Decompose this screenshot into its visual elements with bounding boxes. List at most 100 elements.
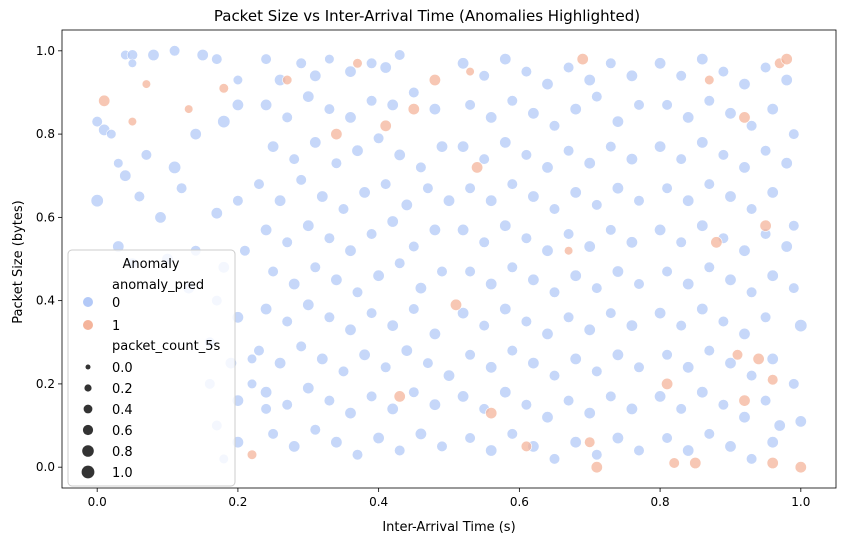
data-point-0-43 (309, 69, 322, 82)
data-point-0-148 (611, 115, 624, 128)
data-point-0-61 (330, 157, 343, 169)
x-tick-label-4: 0.8 (651, 495, 670, 509)
data-point-0-228 (780, 74, 793, 87)
legend-size-label-2: 0.4 (112, 403, 133, 418)
data-point-0-109 (358, 348, 371, 361)
data-point-0-140 (625, 69, 638, 82)
data-point-0-182 (569, 269, 582, 282)
legend-size-marker-2 (83, 404, 93, 414)
data-point-1-0 (98, 94, 111, 107)
y-tick-label-3: 0.6 (36, 210, 55, 224)
legend-size-label-5: 1.0 (112, 466, 133, 481)
data-point-0-29 (239, 245, 251, 257)
data-point-0-57 (428, 103, 441, 116)
axes: 0.0 0.2 0.4 0.6 0.8 1.0 0.0 0.2 0.4 0.6 0.8 1.0 (36, 29, 837, 509)
data-point-0-115 (281, 399, 293, 411)
data-point-0-91 (372, 269, 385, 282)
data-point-0-265 (675, 320, 687, 332)
data-point-0-16 (217, 115, 231, 129)
data-point-0-132 (457, 57, 470, 70)
data-point-0-286 (682, 444, 695, 457)
data-point-0-149 (633, 99, 645, 111)
data-point-0-9 (127, 58, 137, 68)
data-point-0-125 (309, 424, 321, 436)
data-point-0-172 (541, 244, 554, 257)
data-point-0-240 (738, 161, 751, 174)
data-point-0-239 (717, 149, 730, 161)
data-point-0-152 (499, 136, 512, 149)
data-point-1-32 (766, 456, 779, 469)
data-point-0-6 (196, 48, 209, 61)
data-point-0-187 (478, 320, 490, 332)
data-point-0-139 (605, 57, 617, 69)
data-point-0-72 (358, 186, 371, 199)
legend-hue-label-1: 1 (112, 319, 120, 334)
data-point-0-234 (766, 103, 779, 116)
data-point-0-79 (302, 219, 315, 232)
data-point-0-85 (428, 223, 441, 236)
data-point-0-208 (541, 411, 554, 424)
x-tick-label-0: 0.0 (88, 495, 107, 509)
data-point-0-93 (414, 282, 427, 295)
data-point-0-193 (605, 307, 617, 319)
data-point-0-167 (633, 195, 645, 207)
data-point-0-0 (91, 115, 103, 128)
data-point-0-256 (780, 240, 793, 253)
y-tick-label-1: 0.2 (36, 377, 55, 391)
data-point-0-129 (394, 444, 406, 457)
data-point-0-235 (788, 128, 800, 140)
data-point-0-100 (366, 307, 378, 319)
data-point-0-58 (267, 140, 280, 153)
data-point-0-225 (717, 65, 730, 78)
data-point-0-254 (738, 244, 751, 257)
data-point-0-267 (717, 315, 730, 328)
data-point-0-210 (583, 407, 596, 420)
data-point-0-142 (485, 111, 498, 124)
data-point-0-259 (703, 261, 715, 273)
data-point-0-81 (344, 244, 357, 257)
data-point-1-33 (794, 461, 807, 474)
data-point-0-171 (520, 232, 533, 244)
data-point-0-294 (246, 353, 258, 365)
data-point-1-18 (710, 236, 723, 249)
data-point-0-261 (745, 286, 758, 298)
data-point-0-108 (337, 365, 350, 378)
legend-box (67, 249, 236, 487)
data-point-0-251 (675, 236, 687, 248)
data-point-0-13 (140, 149, 152, 161)
data-point-1-12 (576, 53, 589, 66)
data-point-0-257 (661, 265, 673, 278)
y-tick-label-2: 0.4 (36, 294, 55, 308)
data-point-0-77 (260, 223, 273, 236)
data-point-0-203 (633, 361, 645, 373)
data-point-1-17 (759, 219, 772, 232)
data-point-0-21 (210, 207, 223, 220)
data-point-1-31 (767, 374, 779, 386)
data-point-0-214 (485, 444, 498, 457)
data-point-0-277 (788, 378, 800, 390)
data-point-0-237 (675, 153, 687, 165)
data-point-0-53 (344, 111, 357, 124)
data-point-0-20 (176, 182, 188, 194)
data-point-1-3 (218, 83, 229, 94)
data-point-0-244 (682, 194, 695, 207)
data-point-0-56 (408, 86, 420, 99)
legend-hue-label-0: 0 (112, 296, 120, 311)
data-point-0-67 (253, 178, 265, 190)
data-point-0-119 (366, 390, 378, 403)
data-point-0-128 (372, 431, 385, 444)
x-tick-label-3: 0.6 (510, 495, 529, 509)
data-point-0-180 (527, 273, 540, 286)
data-point-0-95 (260, 302, 273, 315)
data-point-0-289 (745, 453, 758, 465)
data-point-1-21 (485, 407, 498, 420)
data-point-0-112 (422, 357, 434, 369)
data-point-0-219 (591, 449, 603, 461)
data-point-1-2 (141, 79, 151, 89)
data-point-1-22 (520, 440, 533, 453)
data-point-0-186 (457, 307, 470, 320)
data-point-0-45 (344, 65, 357, 78)
legend-size-label-0: 0.0 (112, 361, 133, 376)
data-point-0-59 (288, 153, 300, 165)
